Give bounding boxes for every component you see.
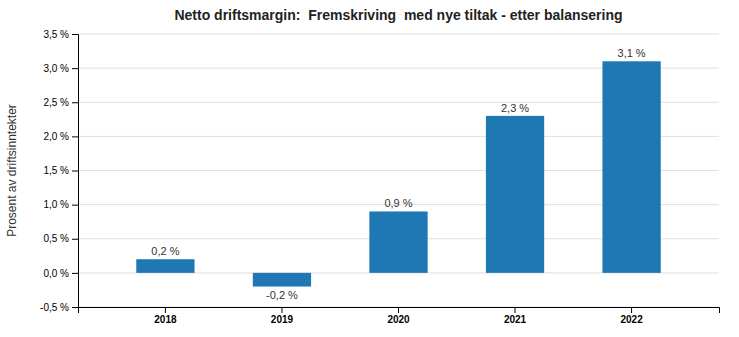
y-tick: 1,5 % — [43, 165, 78, 176]
x-tick-label: 2018 — [154, 314, 177, 325]
x-tick-mark — [165, 307, 166, 313]
y-tick-mark — [72, 68, 78, 69]
data-label: 0,9 % — [384, 197, 412, 209]
y-tick-mark — [72, 273, 78, 274]
y-tick: 0,5 % — [43, 233, 78, 244]
x-tick-mark — [398, 307, 399, 313]
x-tick-label: 2022 — [620, 314, 643, 325]
title: Netto driftsmargin: Fremskriving med nye… — [174, 7, 622, 23]
y-tick: 3,5 % — [43, 29, 78, 40]
grid-line — [78, 34, 719, 35]
y-tick-mark — [72, 205, 78, 206]
x-tick: 2019 — [271, 307, 294, 325]
y-tick-label: 0,0 % — [43, 268, 69, 279]
y-tick: 0,0 % — [43, 268, 78, 279]
x-tick: 2018 — [154, 307, 177, 325]
y-tick-label: 2,5 % — [43, 97, 69, 108]
y-tick-label: -0,5 % — [40, 302, 69, 313]
y-tick: 2,0 % — [43, 131, 78, 142]
bar — [253, 273, 311, 287]
plot: -0,5 % 0,0 % 0,5 % 1,0 % 1,5 % 2,0 % 2,5 % 3,0 … — [40, 29, 719, 325]
y-tick-mark — [72, 136, 78, 137]
x-axis-line — [79, 308, 720, 314]
x-tick-mark — [515, 307, 516, 313]
y-axis-line — [72, 35, 79, 308]
y-tick-label: 0,5 % — [43, 233, 69, 244]
y-tick-mark — [72, 34, 78, 35]
chart: -0,5 % 0,0 % 0,5 % 1,0 % 1,5 % 2,0 % 2,5 % 3,0 … — [0, 0, 739, 337]
x-tick: 2022 — [620, 307, 643, 325]
y-tick-label: 3,5 % — [43, 29, 69, 40]
x-tick-label: 2020 — [387, 314, 410, 325]
y-tick-label: 3,0 % — [43, 63, 69, 74]
y-tick: 2,5 % — [43, 97, 78, 108]
data-label: 0,2 % — [151, 245, 179, 257]
data-label: 3,1 % — [618, 47, 646, 59]
bar — [369, 211, 427, 272]
grid — [78, 34, 719, 307]
x-tick: 2021 — [504, 307, 527, 325]
y-tick-mark — [72, 171, 78, 172]
x-axis: 2018 2019 2020 2021 2022 — [79, 307, 720, 325]
x-tick-mark — [281, 307, 282, 313]
data-label: -0,2 % — [266, 289, 298, 301]
y-tick: -0,5 % — [40, 302, 78, 313]
bars — [136, 61, 660, 286]
bar — [602, 61, 660, 273]
y-tick: 3,0 % — [43, 63, 78, 74]
y-tick-label: 1,5 % — [43, 165, 69, 176]
y-axis-title: Prosent av driftsinntekter — [5, 104, 19, 237]
y-tick-mark — [72, 102, 78, 103]
data-labels: 0,2 % -0,2 % 0,9 % 2,3 % 3,1 % — [151, 47, 646, 300]
bar — [136, 259, 194, 273]
y-tick-label: 1,0 % — [43, 199, 69, 210]
x-tick: 2020 — [387, 307, 410, 325]
data-label: 2,3 % — [501, 102, 529, 114]
bar — [486, 116, 544, 273]
y-axis: -0,5 % 0,0 % 0,5 % 1,0 % 1,5 % 2,0 % 2,5 % 3,0 … — [40, 29, 78, 313]
x-tick-label: 2021 — [504, 314, 527, 325]
y-tick-mark — [72, 239, 78, 240]
y-tick: 1,0 % — [43, 199, 78, 210]
x-tick-label: 2019 — [271, 314, 294, 325]
y-tick-mark — [72, 307, 78, 308]
y-tick-label: 2,0 % — [43, 131, 69, 142]
x-tick-mark — [631, 307, 632, 313]
